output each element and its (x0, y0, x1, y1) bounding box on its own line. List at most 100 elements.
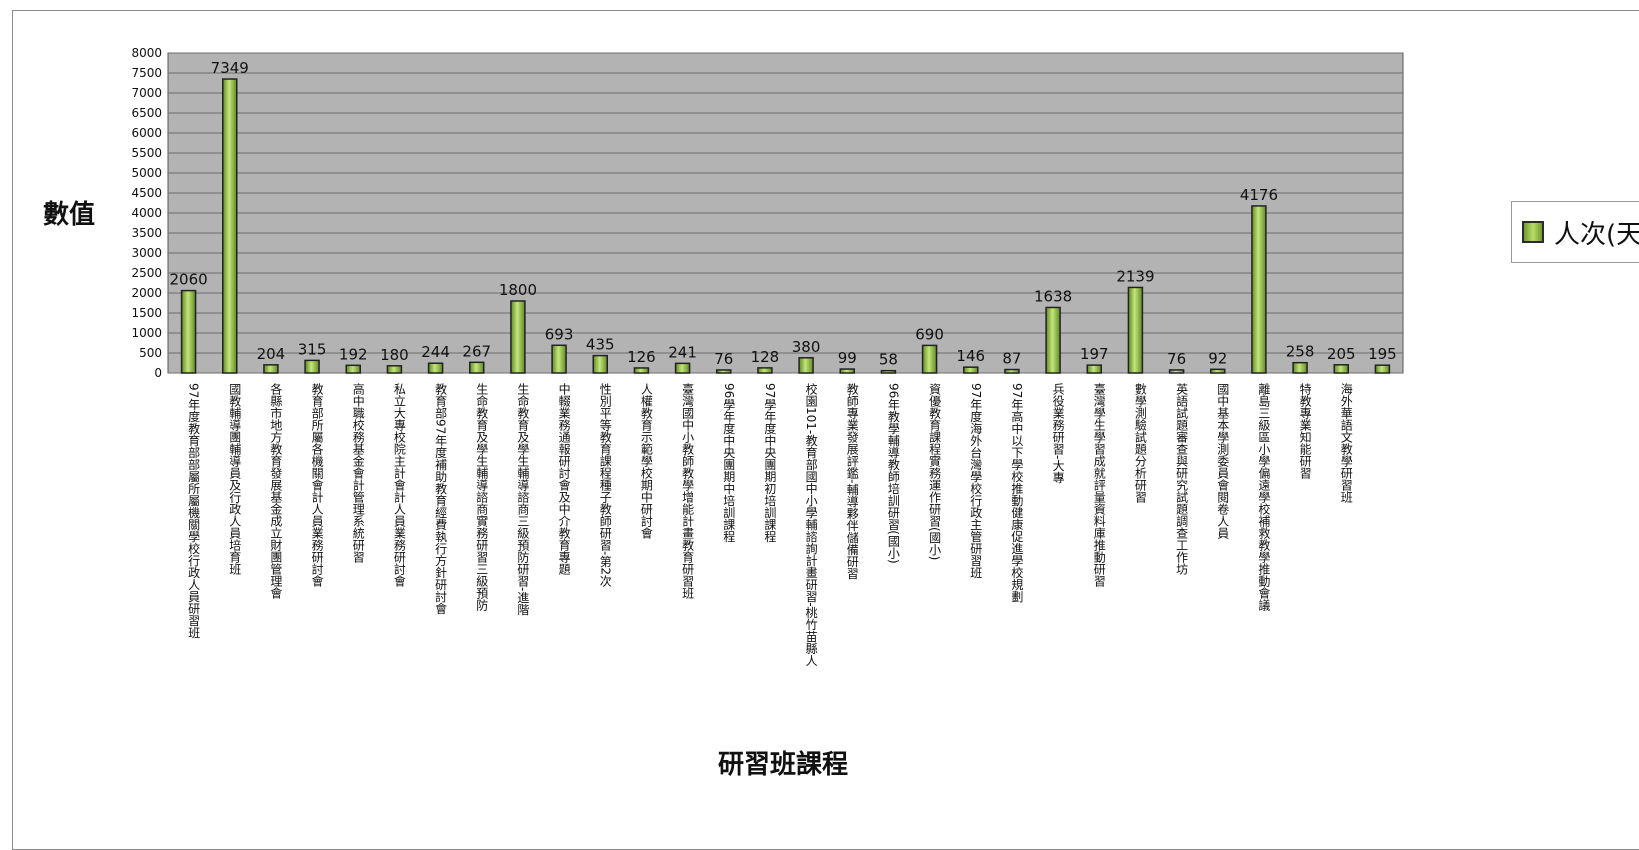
bar (180, 289, 197, 374)
x-tick-label: 97年高中以下學校推動健康促進學校規劃 (1010, 383, 1024, 602)
x-tick-label: 中輟業務通報研討會及中介教育專題 (557, 382, 571, 576)
bar (1292, 361, 1308, 374)
x-tick-label: 國教輔導團輔導員及行政人員培育班 (228, 383, 242, 576)
data-label: 92 (1208, 349, 1227, 367)
bar (798, 357, 814, 374)
data-label: 315 (298, 340, 327, 358)
y-tick-label: 2000 (131, 286, 162, 300)
bar (592, 354, 608, 374)
data-label: 197 (1080, 345, 1109, 363)
x-tick-label: 各縣市地方教育發展基金成立財團管理會 (269, 382, 283, 600)
data-label: 2060 (169, 271, 207, 289)
legend-label: 人次(天 (1554, 219, 1639, 250)
chart-frame: 0 500 1000 1500 2000 2500 3000 3500 4000 4500 5000… (12, 10, 1639, 850)
data-label: 180 (380, 346, 409, 364)
bar (757, 367, 773, 374)
data-label: 76 (714, 350, 733, 368)
data-label: 241 (668, 343, 697, 361)
bar (1168, 369, 1185, 374)
bar (1210, 368, 1226, 374)
y-tick-label: 0 (154, 366, 162, 380)
legend: 人次(天 (1511, 201, 1639, 263)
data-label: 205 (1327, 345, 1356, 363)
x-tick-label: 97年度海外台灣學校行政主管研習班 (969, 383, 983, 579)
x-tick-label: 生命教育及學生輔導諮商實務研習三級預防 (475, 383, 489, 611)
data-label: 87 (1002, 350, 1021, 368)
x-tick-label: 兵役業務研習-大專 (1051, 383, 1065, 484)
data-label: 244 (421, 343, 450, 361)
bar (386, 365, 403, 374)
y-tick-label: 6500 (131, 106, 162, 120)
bar (222, 78, 238, 374)
x-tick-label: 臺灣學生學習成就評量資料庫推動研習 (1092, 382, 1106, 588)
y-tick-label: 5500 (131, 146, 162, 160)
x-tick-label: 臺灣國中小教師教學增能計畫教育研習班 (681, 382, 695, 600)
bar (1127, 286, 1144, 374)
data-label: 58 (879, 351, 898, 369)
bar (427, 362, 444, 374)
bar (263, 364, 279, 374)
x-tick-label: 教育部97年度補助教育經費執行方針研討會 (434, 382, 448, 615)
y-tick-label: 5000 (131, 166, 162, 180)
y-tick-label: 2500 (131, 266, 162, 280)
data-label: 267 (462, 342, 491, 360)
bar (345, 364, 361, 374)
y-tick-label: 4500 (131, 186, 162, 200)
legend-swatch (1522, 221, 1544, 243)
bar-chart: 0 500 1000 1500 2000 2500 3000 3500 4000 4500 5000… (43, 46, 1404, 780)
bar (551, 344, 567, 374)
bar (839, 368, 855, 374)
data-label: 4176 (1240, 186, 1278, 204)
data-label: 258 (1286, 343, 1315, 361)
data-label: 380 (792, 338, 821, 356)
x-tick-label: 人權教育示範學校期中研討會 (639, 383, 653, 540)
x-axis-title: 研習班課程 (718, 749, 848, 780)
y-tick-label: 3500 (131, 226, 162, 240)
data-label: 435 (586, 336, 615, 354)
x-tick-label: 校園101-教育部國中小學輔諮詢計畫研習-桃竹苗縣人 (804, 382, 818, 667)
y-tick-label: 6000 (131, 126, 162, 140)
bar (1086, 364, 1102, 374)
data-label: 99 (838, 349, 857, 367)
bar (1374, 364, 1391, 374)
y-tick-label: 4000 (131, 206, 162, 220)
x-tick-label: 資優教育課程實務運作研習(國小) (928, 383, 942, 561)
data-label: 1800 (499, 281, 537, 299)
y-tick-label: 7000 (131, 86, 162, 100)
bar (1333, 364, 1349, 374)
data-label: 7349 (211, 59, 249, 77)
x-tick-label: 私立大專校院主計會計人員業務研討會 (392, 383, 406, 588)
bar (1004, 368, 1020, 374)
x-tick-label: 國中基本學測委員會閱卷人員 (1216, 383, 1230, 539)
y-tick-label: 500 (139, 346, 162, 360)
data-label: 204 (257, 345, 286, 363)
data-label: 76 (1167, 350, 1186, 368)
data-label: 192 (339, 345, 368, 363)
data-label: 693 (545, 325, 574, 343)
x-tick-label: 特教專業知能研習 (1298, 382, 1312, 480)
bar (963, 366, 979, 374)
bar (1045, 306, 1061, 374)
x-tick-label: 離島三級區小學偏遠學校補救教學推動會議 (1257, 383, 1271, 611)
x-tick-label: 英語試題審查與研究試題調查工作坊 (1175, 383, 1189, 575)
y-tick-label: 8000 (131, 46, 162, 60)
bar (880, 369, 897, 374)
x-tick-label: 生命教育及學生輔導諮商三級預防研習-進階 (516, 383, 530, 616)
data-label: 195 (1368, 345, 1397, 363)
x-tick-label: 96學年度中央團期中培訓課程 (722, 383, 736, 543)
x-tick-label: 海外華語文教學研習班 (1339, 382, 1353, 504)
bar (469, 361, 485, 374)
data-label: 126 (627, 348, 656, 366)
bar (510, 300, 526, 374)
bar (921, 344, 938, 374)
y-axis-title: 數值 (43, 200, 95, 230)
x-tick-label: 數學測驗試題分析研習 (1133, 383, 1147, 504)
bar (674, 362, 691, 374)
y-tick-label: 3000 (131, 246, 162, 260)
x-tick-label: 教育部所屬各機關會計人員業務研討會 (310, 382, 324, 588)
x-tick-label: 性別平等教育課程種子教師研習-第2次 (598, 383, 612, 588)
bar (633, 367, 650, 374)
x-tick-label: 96年教學輔導教師培訓研習(國小) (886, 383, 900, 564)
bar (304, 359, 320, 374)
y-tick-label: 1500 (131, 306, 162, 320)
